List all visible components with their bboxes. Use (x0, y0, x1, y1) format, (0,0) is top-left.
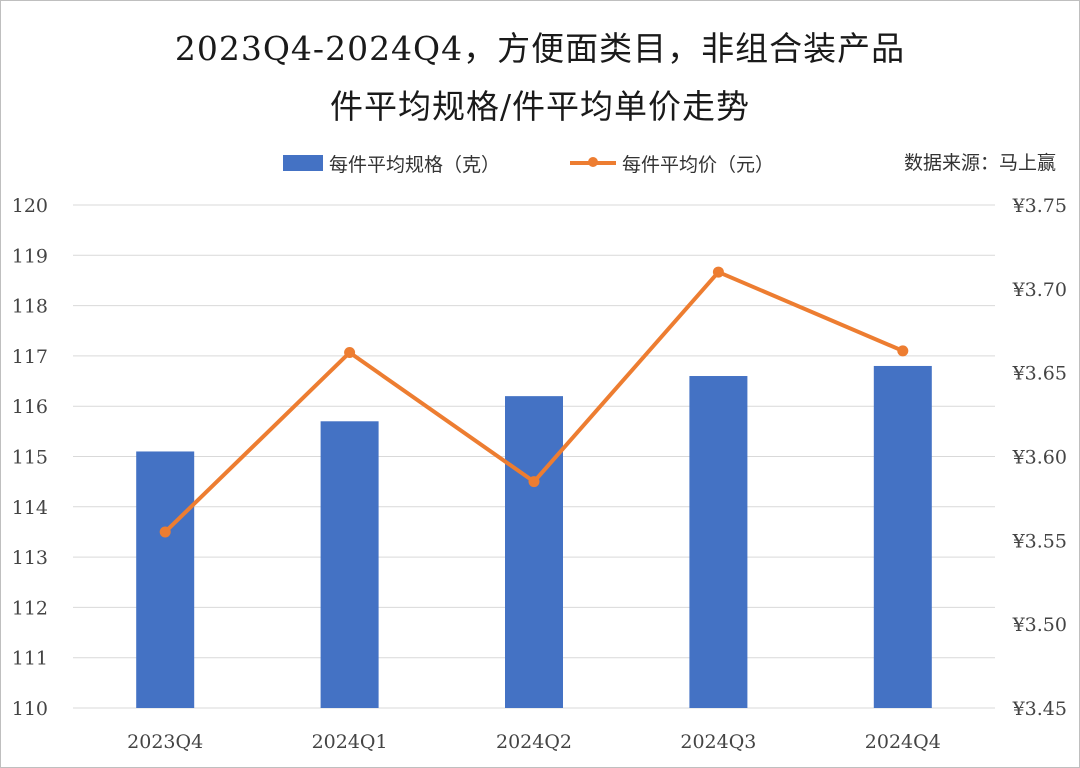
legend-item-price: 每件平均价（元） (570, 148, 774, 178)
chart-legend: 每件平均规格（克） 每件平均价（元） (0, 148, 1080, 178)
y-left-tick-label: 119 (12, 245, 48, 267)
legend-label-size: 每件平均规格（克） (329, 153, 501, 176)
x-tick-label: 2024Q2 (496, 731, 572, 753)
bar (505, 396, 563, 708)
legend-line-swatch (570, 157, 616, 167)
y-right-tick-label: ¥3.65 (1012, 363, 1067, 385)
y-left-tick-label: 113 (12, 547, 48, 569)
price-point (528, 476, 540, 488)
bar (873, 365, 932, 708)
price-point (712, 266, 724, 278)
x-tick-label: 2023Q4 (127, 731, 203, 753)
y-right-tick-label: ¥3.60 (1012, 447, 1067, 469)
y-left-tick-label: 120 (12, 195, 48, 217)
x-tick-label: 2024Q4 (865, 731, 941, 753)
y-left-tick-label: 116 (12, 396, 48, 418)
x-tick-label: 2024Q3 (680, 731, 756, 753)
y-right-tick-label: ¥3.45 (1012, 698, 1067, 720)
chart-title-line2: 件平均规格/件平均单价走势 (329, 87, 751, 126)
y-left-tick-label: 114 (12, 497, 48, 519)
y-left-tick-label: 115 (12, 447, 48, 469)
data-source-note: 数据来源：马上赢 (903, 152, 1056, 174)
price-point (159, 526, 171, 538)
legend-label-price: 每件平均价（元） (622, 153, 775, 176)
y-right-tick-label: ¥3.55 (1012, 530, 1067, 552)
chart-title-line1: 2023Q4-2024Q4，方便面类目，非组合装产品 (174, 29, 906, 68)
bar (689, 376, 748, 708)
bar (136, 451, 195, 708)
y-right-tick-label: ¥3.50 (1012, 614, 1067, 636)
price-point (897, 345, 909, 357)
x-tick-label: 2024Q1 (312, 731, 388, 753)
y-left-tick-label: 117 (12, 346, 48, 368)
y-left-tick-label: 111 (12, 648, 48, 670)
bar (320, 421, 379, 708)
legend-bar-swatch (283, 155, 323, 171)
y-left-tick-label: 110 (12, 698, 48, 720)
y-right-tick-label: ¥3.70 (1012, 279, 1067, 301)
y-right-tick-label: ¥3.75 (1012, 195, 1067, 217)
y-left-tick-label: 118 (12, 296, 48, 318)
y-left-tick-label: 112 (12, 597, 48, 619)
price-point (344, 347, 356, 359)
legend-item-size: 每件平均规格（克） (283, 148, 500, 178)
